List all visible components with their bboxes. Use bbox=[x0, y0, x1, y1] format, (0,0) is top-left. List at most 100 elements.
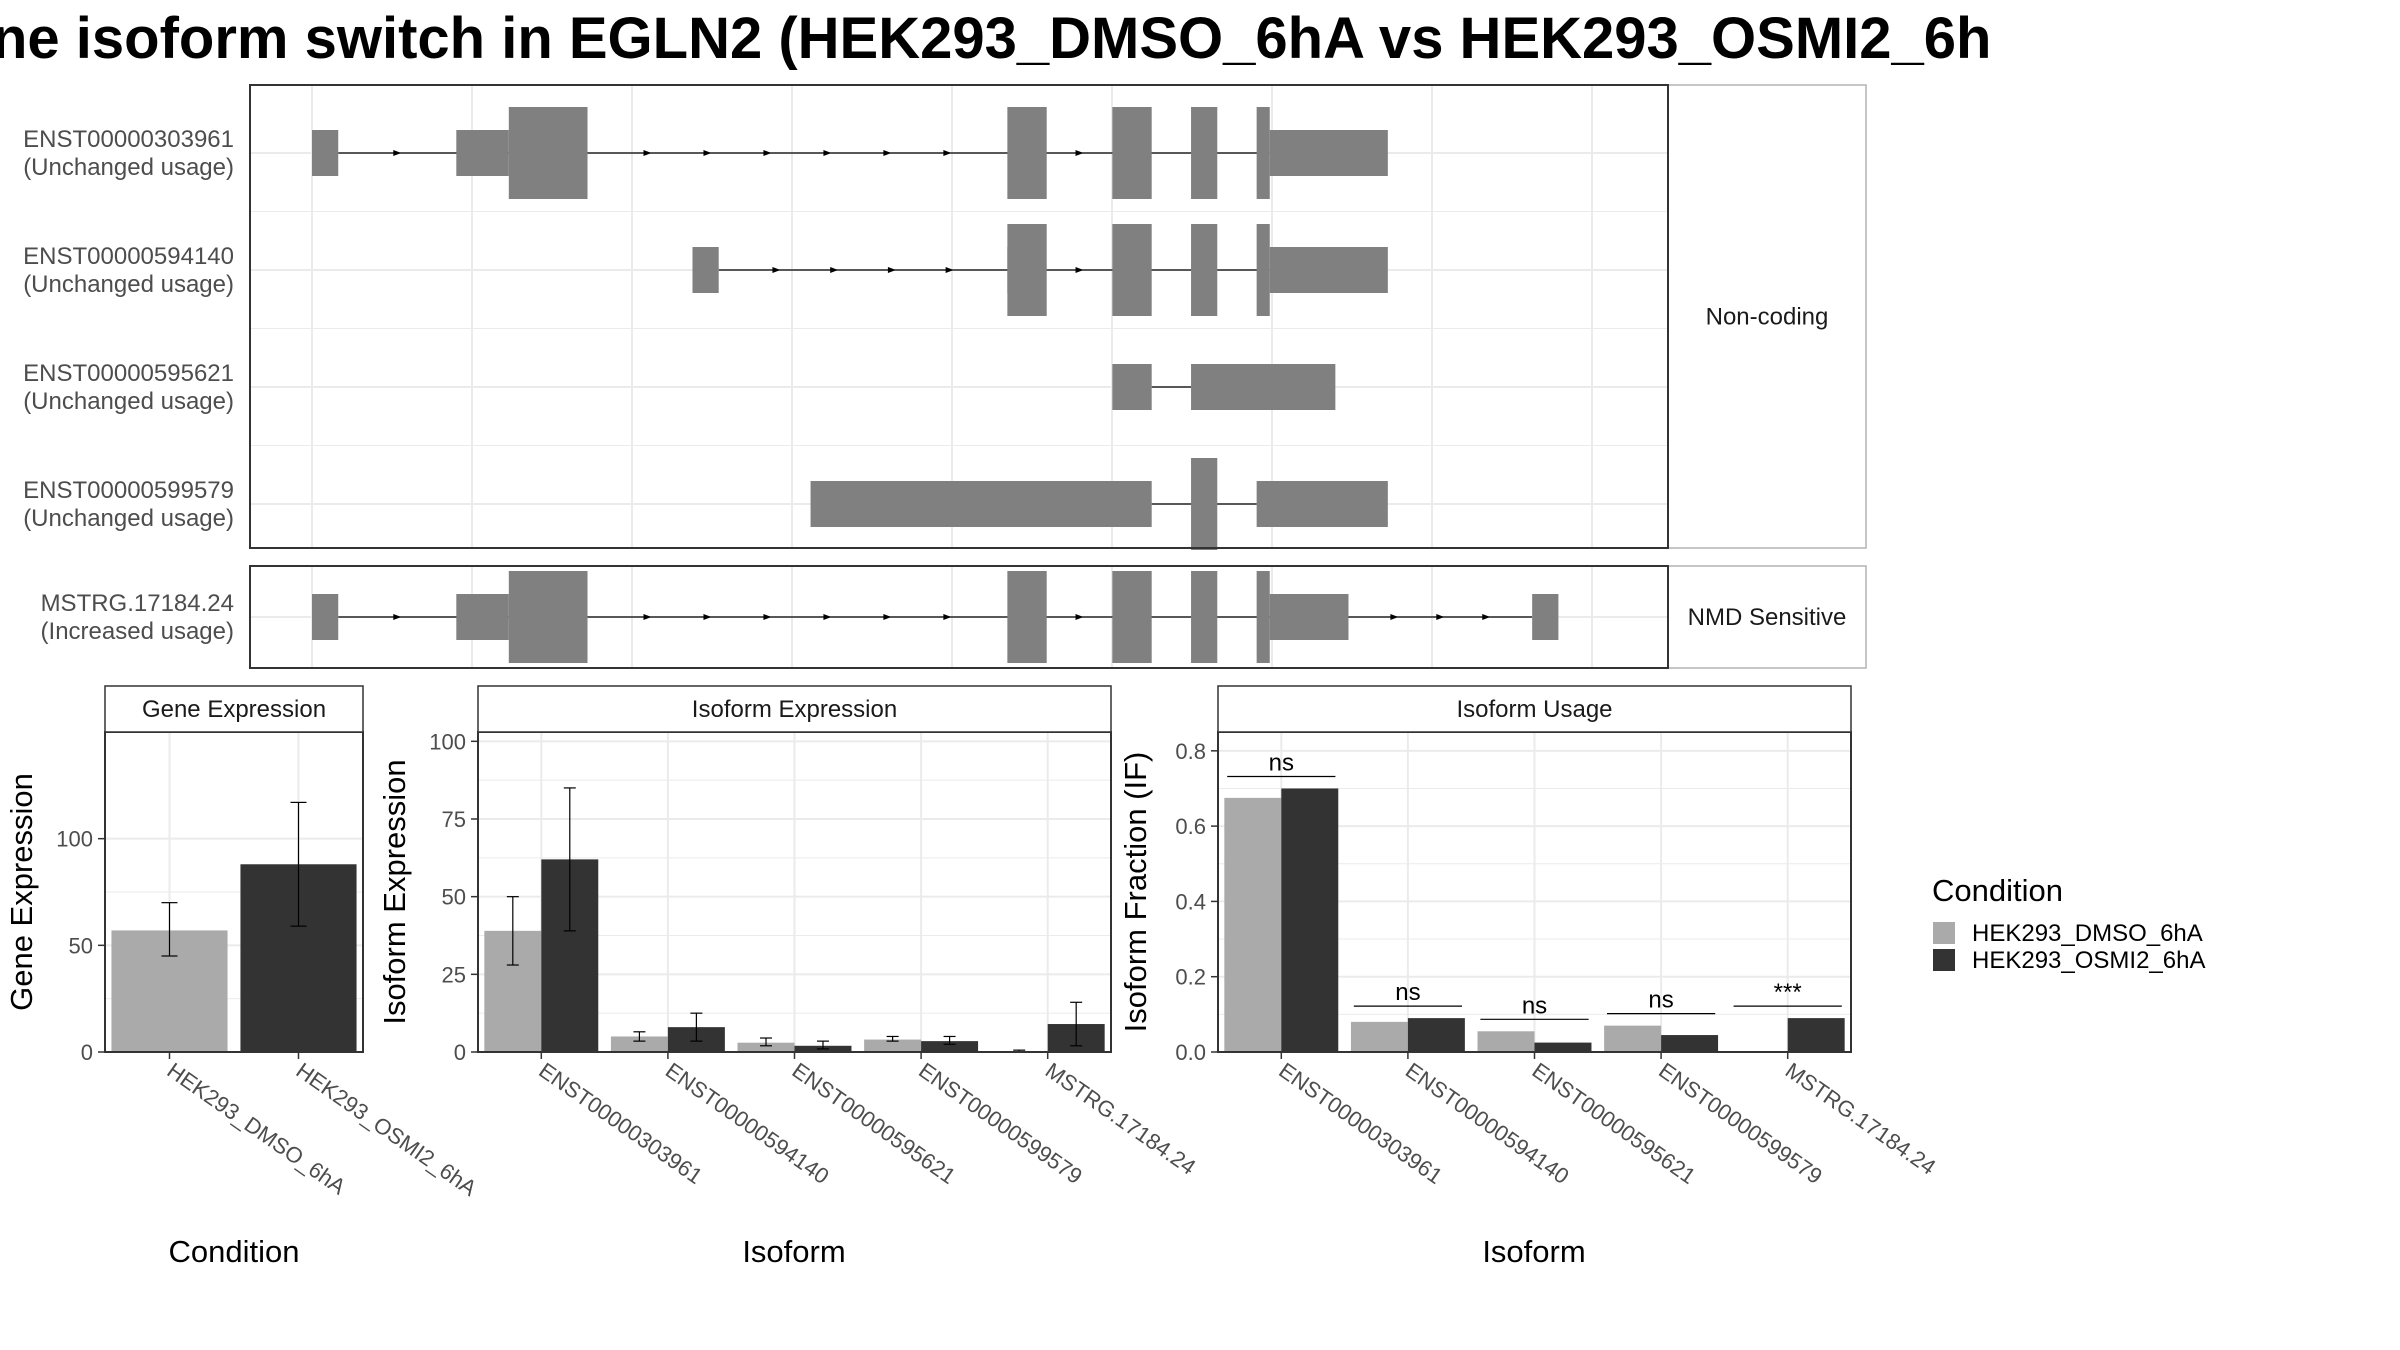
x-axis-title: Isoform bbox=[742, 1234, 845, 1269]
strip-box bbox=[1667, 565, 1867, 669]
y-tick-label: 50 bbox=[69, 933, 93, 958]
exon-block bbox=[1191, 458, 1218, 550]
exon-block bbox=[1007, 107, 1047, 199]
bar-osmi2 bbox=[1661, 1035, 1719, 1052]
y-tick-label: 100 bbox=[429, 729, 466, 754]
strip-label: NMD Sensitive bbox=[1688, 604, 1847, 631]
significance-label: ns bbox=[1648, 987, 1673, 1014]
legend-label: HEK293_DMSO_6hA bbox=[1972, 920, 2203, 947]
exon-block bbox=[1191, 107, 1218, 199]
transcript-usage-label: (Unchanged usage) bbox=[23, 154, 234, 181]
intron-arrow bbox=[643, 150, 652, 156]
intron-arrow bbox=[393, 614, 402, 620]
y-axis-title: Gene Expression bbox=[4, 773, 39, 1011]
chart-title: Isoform Usage bbox=[1456, 696, 1612, 723]
y-tick-label: 0.8 bbox=[1175, 739, 1206, 764]
bar-dmso bbox=[1224, 797, 1282, 1052]
chart-strip bbox=[477, 685, 1112, 733]
exon-block bbox=[1191, 364, 1336, 410]
exon-block bbox=[1256, 571, 1270, 663]
bar-dmso bbox=[864, 1039, 922, 1052]
bar-dmso bbox=[1350, 1021, 1408, 1052]
y-tick-label: 50 bbox=[442, 885, 466, 910]
bar-dmso bbox=[1604, 1025, 1662, 1052]
intron-arrow bbox=[703, 150, 712, 156]
exon-block bbox=[1007, 571, 1047, 663]
x-axis-title: Condition bbox=[169, 1234, 300, 1269]
bar-dmso bbox=[1477, 1031, 1535, 1052]
intron-arrow bbox=[883, 150, 892, 156]
intron-arrow bbox=[823, 614, 832, 620]
exon-block bbox=[1112, 107, 1152, 199]
significance-label: ns bbox=[1522, 992, 1547, 1019]
transcript-usage-label: (Unchanged usage) bbox=[23, 388, 234, 415]
exon-block bbox=[456, 594, 509, 640]
significance-label: ns bbox=[1395, 979, 1420, 1006]
bar-dmso bbox=[610, 1036, 668, 1052]
intron-arrow bbox=[763, 614, 772, 620]
legend-swatch bbox=[1933, 922, 1955, 944]
y-axis-title: Isoform Expression bbox=[377, 759, 412, 1024]
x-axis-title: Isoform bbox=[1482, 1234, 1585, 1269]
intron-arrow bbox=[1390, 614, 1399, 620]
structure-panel-border bbox=[249, 565, 1669, 669]
structure-panel-border bbox=[249, 84, 1669, 549]
strip-label: Non-coding bbox=[1706, 304, 1829, 331]
exon-block bbox=[692, 247, 719, 293]
exon-block bbox=[1269, 594, 1349, 640]
exon-block bbox=[1191, 571, 1218, 663]
y-axis-title: Isoform Fraction (IF) bbox=[1118, 752, 1153, 1033]
transcript-row: MSTRG.17184.24(Increased usage) bbox=[41, 571, 1559, 663]
chart-title: Isoform Expression bbox=[692, 696, 897, 723]
structure-group-1: Non-coding ENST00000303961(Unchanged usag… bbox=[23, 84, 1867, 550]
chart-strip bbox=[104, 685, 364, 733]
y-tick-label: 0.0 bbox=[1175, 1040, 1206, 1065]
exon-block bbox=[1112, 224, 1152, 316]
intron-arrow bbox=[703, 614, 712, 620]
y-tick-label: 0.6 bbox=[1175, 814, 1206, 839]
exon-block bbox=[810, 481, 1152, 527]
significance-label: *** bbox=[1774, 979, 1802, 1006]
intron-arrow bbox=[763, 150, 772, 156]
legend-swatch bbox=[1933, 949, 1955, 971]
intron-arrow bbox=[943, 150, 952, 156]
transcript-id-label: ENST00000599579 bbox=[23, 477, 234, 504]
exon-block bbox=[508, 571, 588, 663]
bar-osmi2 bbox=[921, 1041, 979, 1052]
exon-block bbox=[1191, 224, 1218, 316]
y-tick-label: 75 bbox=[442, 807, 466, 832]
exon-block bbox=[1269, 130, 1388, 176]
legend-label: HEK293_OSMI2_6hA bbox=[1972, 947, 2205, 974]
exon-block bbox=[312, 594, 339, 640]
exon-block bbox=[1256, 481, 1388, 527]
chart-title: Gene Expression bbox=[142, 696, 326, 723]
transcript-structure-panel: Non-coding ENST00000303961(Unchanged usag… bbox=[23, 84, 1867, 669]
intron-arrow bbox=[830, 267, 839, 273]
exon-block bbox=[1256, 224, 1270, 316]
exon-block bbox=[1112, 364, 1152, 410]
intron-arrow bbox=[1075, 614, 1084, 620]
transcript-row: ENST00000595621(Unchanged usage) bbox=[23, 360, 1336, 415]
transcript-row: ENST00000303961(Unchanged usage) bbox=[23, 107, 1388, 199]
y-tick-label: 100 bbox=[56, 827, 93, 852]
intron-arrow bbox=[393, 150, 402, 156]
figure-title: ne isoform switch in EGLN2 (HEK293_DMSO_… bbox=[0, 6, 1991, 71]
transcript-usage-label: (Unchanged usage) bbox=[23, 271, 234, 298]
bar-osmi2 bbox=[1534, 1042, 1592, 1052]
exon-block bbox=[1256, 107, 1270, 199]
y-tick-label: 0.2 bbox=[1175, 965, 1206, 990]
y-tick-label: 25 bbox=[442, 962, 466, 987]
intron-arrow bbox=[823, 150, 832, 156]
transcript-usage-label: (Increased usage) bbox=[41, 618, 234, 645]
intron-arrow bbox=[887, 267, 896, 273]
y-tick-label: 0 bbox=[454, 1040, 466, 1065]
exon-block bbox=[456, 130, 509, 176]
exon-block bbox=[1269, 247, 1388, 293]
intron-arrow bbox=[1436, 614, 1445, 620]
exon-block bbox=[312, 130, 339, 176]
transcript-row: ENST00000594140(Unchanged usage) bbox=[23, 224, 1388, 316]
